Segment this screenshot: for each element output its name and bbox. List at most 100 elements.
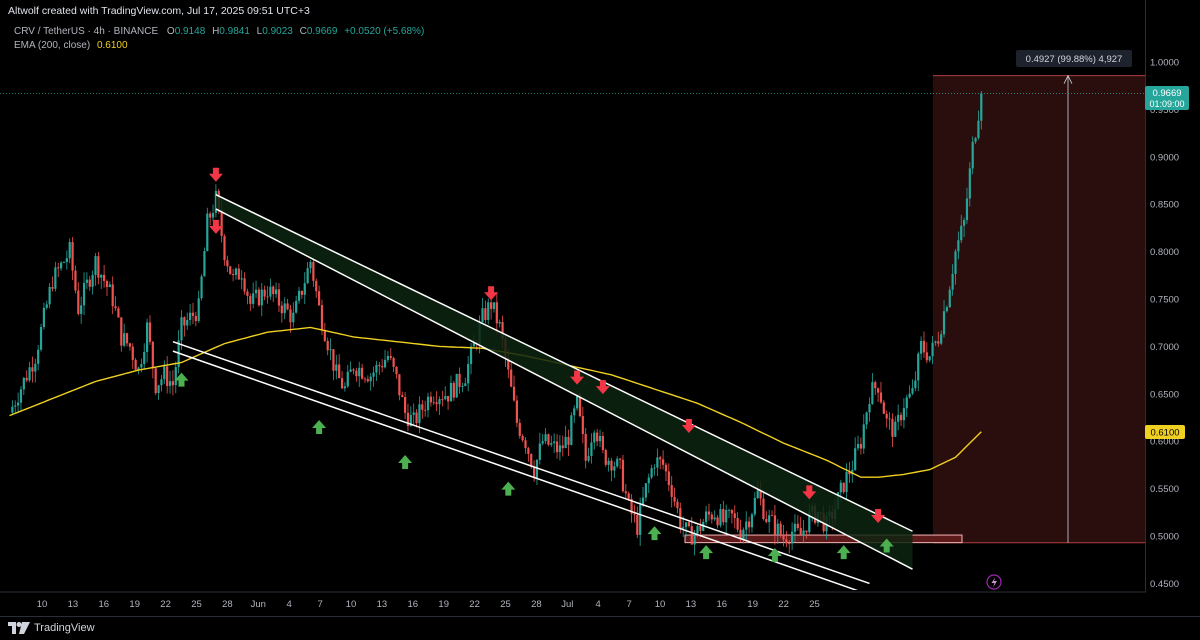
candle [684,521,688,537]
measure-layer [933,74,1145,544]
candle [733,505,736,529]
candle [862,414,865,454]
candle [619,457,622,470]
ohlc-low-label: L [256,26,263,37]
candle [315,278,318,298]
candle [19,386,23,412]
candle [48,282,51,309]
candle [905,394,908,418]
candle [203,247,206,277]
candle [963,217,966,237]
candle [74,265,77,294]
candle [593,430,596,450]
ohlc-close-label: C [299,26,307,37]
candle [699,518,702,538]
candle [639,497,642,546]
ema-legend-label: EMA (200, close) [14,40,91,51]
candle [415,409,418,428]
replay-lightning-icon[interactable] [986,574,1002,590]
candle [894,416,897,438]
candle [200,274,203,301]
price-tick-label: 0.9000 [1150,152,1179,163]
candle [854,437,857,471]
ohlc-high: 0.9841 [219,26,250,37]
candle [484,300,487,324]
candle [601,431,604,454]
time-tick-label: 13 [377,599,388,610]
time-tick-label: 19 [438,599,449,610]
sell-arrow-icon [208,167,223,182]
candle [957,231,960,260]
measure-label: 0.4927 (99.88%) 4,927 [1016,50,1132,67]
candle [630,494,633,523]
price-tick-label: 0.5500 [1150,484,1179,495]
time-axis-bg [0,590,1200,640]
candle [338,354,341,379]
candle [435,391,438,412]
candle [788,540,791,554]
candle [134,358,137,370]
time-tick-label: 28 [222,599,233,610]
candle [971,136,974,175]
candle [725,504,728,534]
candle [676,498,679,514]
candle [673,487,676,507]
ema-legend[interactable]: EMA (200, close) 0.6100 [14,40,128,51]
candle [730,509,733,524]
last-price-label[interactable]: 0.9669 01:09:00 [1145,86,1189,110]
price-tick-label: 0.8000 [1150,247,1179,258]
candle [897,404,900,431]
candle [260,282,263,317]
candle [206,207,209,252]
price-tick-label: 0.7000 [1150,342,1179,353]
candle [429,391,432,407]
candle [171,370,174,396]
axis-labels: 0.4927 (99.88%) 4,927 0.9669 01:09:00 0.… [986,50,1189,590]
candle [527,446,530,462]
sell-arrow-icon [570,370,585,385]
candle [372,366,375,387]
candle [791,522,794,551]
candle [564,425,567,449]
candle [942,300,946,338]
candle [25,370,28,383]
time-tick-label: 22 [160,599,171,610]
candle [624,483,627,499]
candle [401,391,404,398]
candle [249,293,252,312]
tradingview-footer[interactable]: TradingView [8,622,95,634]
candle [710,511,713,524]
candle [492,302,496,313]
candle [234,267,238,280]
candle [512,375,516,402]
candle [573,405,576,423]
candle [297,286,301,304]
candle [123,323,126,348]
candle [105,279,109,297]
candle [570,412,573,446]
lower-channel-line-2[interactable] [172,350,870,596]
time-tick-label: 16 [99,599,110,610]
lightning-circle [986,574,1002,590]
measure-zone [933,75,1145,543]
upper-channel-line-1[interactable] [215,194,913,532]
candle [664,462,668,481]
candle [346,365,349,388]
candle [28,361,31,383]
price-tick-label: 0.6500 [1150,389,1179,400]
sell-arrow-icon [484,286,499,301]
symbol-legend[interactable]: CRV / TetherUS · 4h · BINANCE O0.9148 H0… [14,26,424,37]
upper-channel-line-2[interactable] [215,208,913,570]
ema-price-label[interactable]: 0.6100 [1145,425,1185,439]
last-price-value: 0.9669 [1152,88,1181,99]
candle [246,288,249,305]
candle [934,340,937,346]
tradingview-brand: TradingView [34,622,95,634]
candle [848,461,851,483]
price-tick-label: 0.5000 [1150,532,1179,543]
candle [770,510,774,517]
time-tick-label: 4 [287,599,292,610]
candle [716,514,719,529]
lower-channel-line-1[interactable] [172,340,870,585]
